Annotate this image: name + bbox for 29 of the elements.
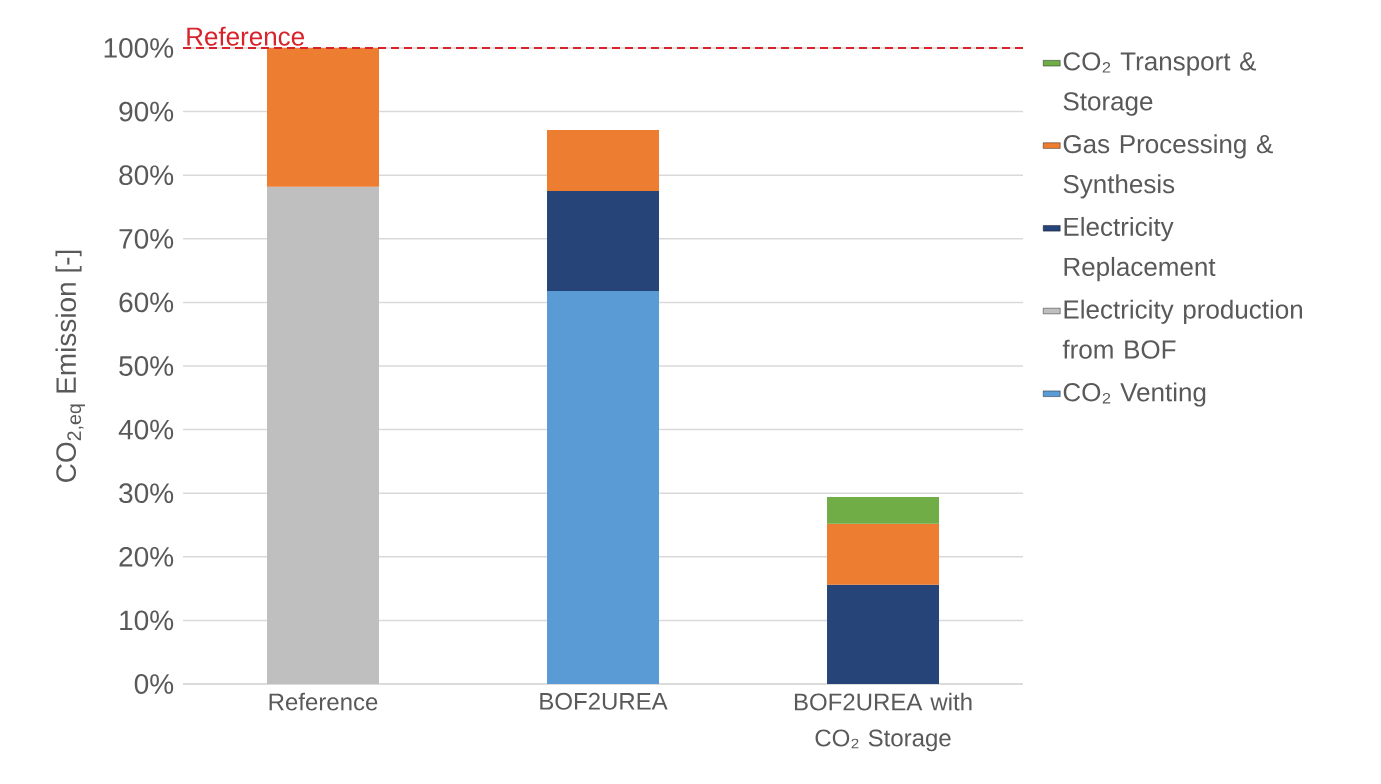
y-tick-label: 90% — [119, 101, 174, 122]
bar — [267, 47, 380, 187]
y-axis-title: CO$_{2,eq}$ Emission [-] — [55, 250, 85, 482]
y-tick-label: 50% — [119, 356, 174, 376]
x-tick-label: BOF2UREA with CO₂ Storage — [794, 692, 972, 752]
bar — [547, 191, 660, 291]
ref-line-label: Reference — [187, 26, 304, 46]
legend-label: CO₂ Venting — [1063, 382, 1206, 407]
y-tick-label: 30% — [119, 483, 174, 504]
bar — [827, 523, 940, 585]
bar — [827, 497, 940, 524]
legend-label: Electricity Replacement — [1064, 216, 1216, 282]
y-tick-label: 60% — [119, 292, 174, 313]
y-tick-label: 70% — [119, 228, 174, 249]
bar — [267, 186, 380, 684]
legend-label: Electricity production from BOF — [1062, 299, 1303, 359]
y-tick-label: 10% — [120, 610, 174, 631]
y-tick-label: 40% — [118, 419, 174, 440]
x-tick-label: BOF2UREA — [540, 692, 668, 710]
bar — [547, 130, 660, 192]
bar — [827, 584, 940, 684]
legend-label: Gas Processing & Synthesis — [1063, 134, 1273, 199]
x-tick-label: Reference — [269, 692, 378, 711]
bar — [547, 290, 660, 684]
y-tick-label: 80% — [119, 165, 174, 186]
y-tick-label: 0% — [134, 674, 174, 694]
y-tick-label: 20% — [119, 546, 174, 567]
legend-label: CO₂ Transport & Storage — [1063, 52, 1257, 116]
y-tick-label: 100% — [104, 38, 174, 58]
